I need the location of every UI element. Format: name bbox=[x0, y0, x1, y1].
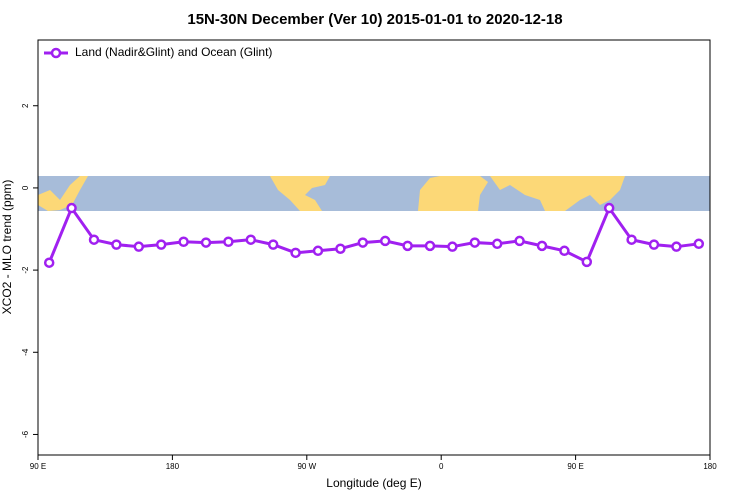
point bbox=[514, 235, 525, 247]
point bbox=[111, 239, 122, 250]
x-tick-label: 180 bbox=[703, 462, 717, 471]
point bbox=[43, 257, 55, 268]
point bbox=[245, 234, 257, 245]
x-tick-label: 0 bbox=[439, 462, 444, 471]
point bbox=[223, 236, 234, 247]
point bbox=[66, 202, 77, 214]
point bbox=[559, 245, 570, 257]
y-tick-label: -6 bbox=[21, 430, 30, 438]
point bbox=[693, 238, 705, 250]
map-strip bbox=[38, 176, 710, 211]
y-axis-label: XCO2 - MLO trend (ppm) bbox=[0, 180, 14, 315]
point bbox=[626, 234, 637, 245]
x-tick-label: 90 E bbox=[30, 462, 46, 471]
point bbox=[357, 237, 369, 248]
point bbox=[491, 238, 503, 250]
point bbox=[88, 234, 100, 245]
point bbox=[469, 237, 481, 248]
point bbox=[133, 241, 145, 252]
point bbox=[648, 239, 660, 250]
point bbox=[312, 245, 324, 257]
legend-marker bbox=[50, 47, 62, 59]
point bbox=[581, 256, 593, 268]
point bbox=[290, 247, 301, 259]
point bbox=[267, 239, 279, 250]
point bbox=[402, 240, 413, 252]
y-tick-label: 0 bbox=[21, 185, 30, 190]
x-tick-label: 90 E bbox=[567, 462, 583, 471]
legend-label: Land (Nadir&Glint) and Ocean (Glint) bbox=[75, 45, 272, 59]
x-tick-label: 180 bbox=[166, 462, 180, 471]
y-tick-label: -2 bbox=[21, 266, 30, 274]
point bbox=[447, 241, 458, 252]
point bbox=[200, 237, 212, 248]
point bbox=[603, 202, 615, 214]
y-tick-label: 2 bbox=[21, 103, 30, 108]
point bbox=[536, 240, 548, 252]
point bbox=[335, 243, 346, 254]
plot-frame bbox=[37, 39, 711, 456]
x-axis-label: Longitude (deg E) bbox=[326, 476, 421, 490]
point bbox=[379, 235, 391, 247]
point bbox=[424, 240, 436, 252]
y-tick-label: -4 bbox=[21, 348, 30, 356]
chart-title: 15N-30N December (Ver 10) 2015-01-01 to … bbox=[187, 11, 562, 28]
point bbox=[178, 236, 189, 247]
point bbox=[671, 241, 682, 252]
x-tick-label: 90 W bbox=[297, 462, 316, 471]
point bbox=[155, 239, 167, 250]
series-line bbox=[47, 204, 699, 264]
